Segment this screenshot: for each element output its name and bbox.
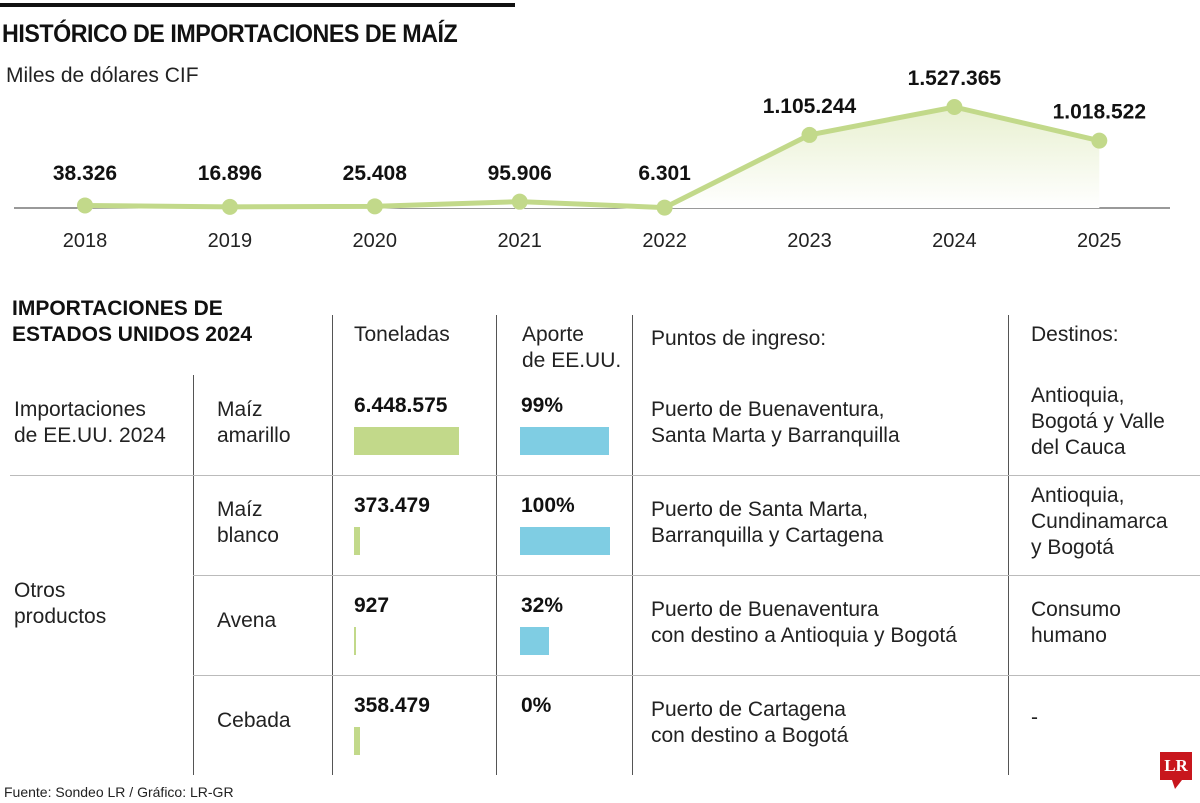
row-divider	[10, 475, 1200, 476]
entry-ports: Puerto de Buenaventura, Santa Marta y Bar…	[651, 398, 900, 447]
tons-bar	[354, 527, 361, 555]
entry-ports: Puerto de Buenaventura con destino a Anti…	[651, 598, 957, 647]
data-point	[77, 197, 93, 214]
share-value: 0%	[521, 694, 552, 717]
chart-subtitle: Miles de dólares CIF	[6, 64, 199, 87]
area-fill	[85, 107, 1100, 208]
divider	[1008, 315, 1009, 775]
tons-value: 6.448.575	[354, 394, 448, 417]
destinations: Antioquia, Bogotá y Valle del Cauca	[1031, 384, 1165, 459]
destinations: Antioquia, Cundinamarca y Bogotá	[1031, 484, 1168, 559]
x-tick-label: 2018	[63, 230, 108, 252]
share-bar	[520, 527, 610, 555]
destinations: -	[1031, 706, 1038, 729]
x-tick-label: 2020	[353, 230, 398, 252]
data-point	[946, 99, 963, 115]
product-name: Avena	[217, 609, 277, 632]
entry-ports: Puerto de Santa Marta, Barranquilla y Car…	[651, 498, 884, 547]
product-name: Maíz amarillo	[217, 398, 291, 447]
data-label: 1.527.365	[908, 67, 1002, 90]
tons-value: 358.479	[354, 694, 430, 717]
divider	[332, 315, 333, 775]
data-point	[221, 198, 238, 215]
header-share: Aporte de EE.UU.	[522, 323, 622, 372]
series-line	[84, 104, 1100, 211]
chart-title: HISTÓRICO DE IMPORTACIONES DE MAÍZ	[2, 20, 458, 48]
share-value: 100%	[521, 494, 575, 517]
group-label: Importaciones de EE.UU. 2024	[14, 398, 166, 447]
data-label: 1.105.244	[763, 95, 857, 118]
x-tick-label: 2023	[787, 230, 832, 252]
product-name: Maíz blanco	[217, 498, 279, 547]
line-chart: 38.326 2018 16.896 2019 25.408 2020 95.906 2021…	[14, 67, 1170, 252]
data-point	[801, 126, 818, 143]
x-tick-label: 2021	[497, 230, 542, 252]
share-bar	[520, 627, 549, 655]
group-label: Otros productos	[14, 579, 107, 628]
tons-bar	[354, 427, 459, 455]
header-tons: Toneladas	[354, 323, 450, 346]
data-label: 95.906	[488, 162, 552, 185]
divider	[496, 315, 497, 775]
x-tick-label: 2025	[1077, 230, 1122, 252]
tons-bar	[354, 727, 360, 755]
x-tick-label: 2022	[642, 230, 687, 252]
data-point	[656, 199, 673, 216]
entry-ports: Puerto de Cartagena con destino a Bogotá	[651, 698, 849, 747]
source-note: Fuente: Sondeo LR / Gráfico: LR-GR	[4, 784, 234, 800]
product-name: Cebada	[217, 709, 291, 732]
header-destinations: Destinos:	[1031, 323, 1119, 346]
data-label: 16.896	[198, 162, 262, 185]
row-divider	[193, 575, 1200, 576]
data-point	[511, 193, 528, 210]
share-value: 32%	[521, 594, 564, 617]
data-point	[1091, 132, 1108, 149]
tons-value: 373.479	[354, 494, 430, 517]
row-divider	[193, 675, 1200, 676]
share-value: 99%	[521, 394, 564, 417]
data-label: 6.301	[638, 162, 691, 185]
x-tick-label: 2024	[932, 230, 977, 252]
table-title: IMPORTACIONES DE ESTADOS UNIDOS 2024	[12, 297, 253, 346]
share-bar	[520, 427, 610, 455]
divider	[632, 315, 633, 775]
tons-bar	[354, 627, 356, 655]
header-ports: Puntos de ingreso:	[651, 327, 827, 350]
data-label: 1.018.522	[1053, 101, 1146, 124]
data-label: 38.326	[53, 162, 117, 185]
data-point	[366, 198, 383, 215]
data-label: 25.408	[343, 162, 408, 185]
destinations: Consumo humano	[1031, 598, 1121, 647]
lr-logo: LR	[1160, 752, 1192, 789]
x-tick-label: 2019	[208, 230, 253, 252]
tons-value: 927	[354, 594, 390, 617]
top-rule	[0, 3, 515, 7]
